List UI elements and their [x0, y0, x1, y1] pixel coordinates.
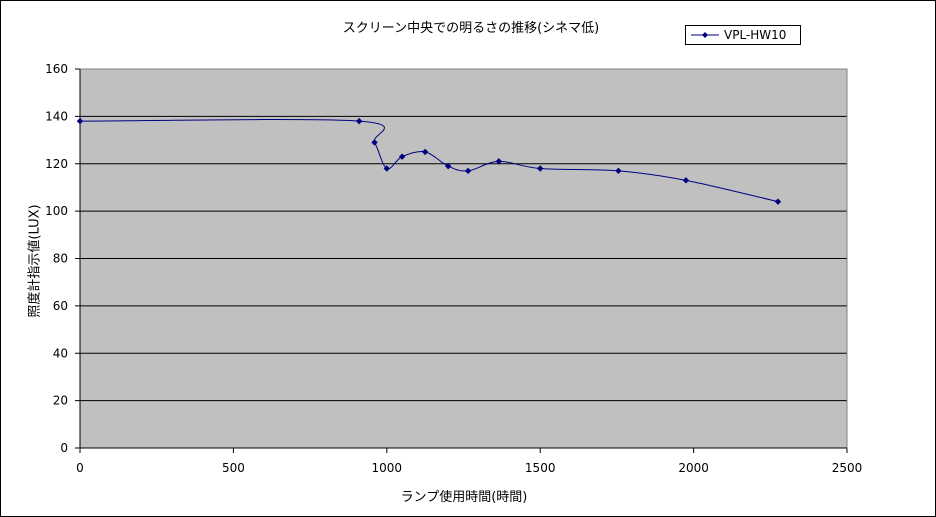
data-point: [76, 117, 84, 125]
data-point: [371, 139, 378, 146]
data-point: [682, 177, 690, 184]
data-point: [774, 198, 782, 205]
data-point: [421, 148, 429, 156]
data-point: [355, 117, 363, 125]
x-tick-label: 2000: [678, 461, 709, 475]
y-tick-label: 20: [53, 394, 68, 408]
x-tick-label: 1000: [372, 461, 403, 475]
data-point: [537, 165, 544, 172]
y-tick-label: 100: [45, 204, 68, 218]
y-tick-label: 60: [53, 299, 68, 313]
x-tick-label: 2500: [832, 461, 863, 475]
x-tick-label: 1500: [525, 461, 556, 475]
data-point: [464, 167, 472, 175]
data-point: [383, 165, 390, 172]
data-point: [495, 158, 502, 165]
data-point: [398, 153, 406, 160]
y-tick-label: 80: [53, 252, 68, 266]
data-point: [444, 162, 452, 170]
x-tick-label: 0: [76, 461, 84, 475]
y-tick-label: 120: [45, 157, 68, 171]
y-tick-label: 140: [45, 109, 68, 123]
y-tick-label: 160: [45, 62, 68, 76]
legend-line-icon: [691, 32, 719, 38]
x-axis-title: ランプ使用時間(時間): [400, 490, 528, 505]
legend-label: VPL-HW10: [724, 28, 787, 42]
y-tick-label: 40: [53, 346, 68, 360]
data-point: [615, 167, 622, 175]
y-tick-label: 0: [60, 441, 68, 455]
chart-title: スクリーン中央での明るさの推移(シネマ低): [342, 21, 600, 36]
x-tick-label: 500: [222, 461, 245, 475]
legend: VPL-HW10: [685, 25, 801, 45]
